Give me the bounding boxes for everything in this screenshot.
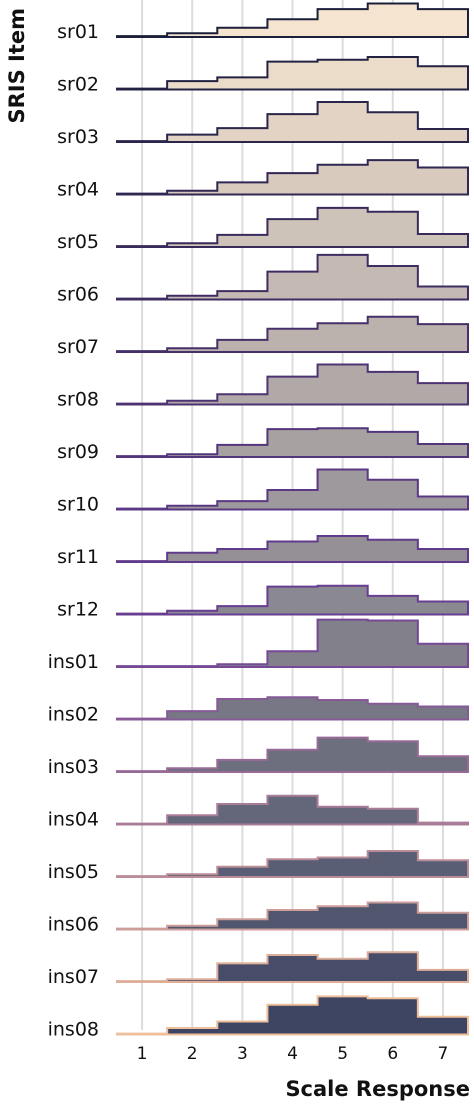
ridge-area-ins07 (116, 951, 469, 983)
ridge-area-sr07 (116, 315, 469, 353)
ridge-area-sr03 (116, 101, 469, 143)
ridge-sr08 (116, 363, 469, 406)
category-label-sr01: sr01 (57, 21, 99, 43)
category-label-ins02: ins02 (48, 704, 99, 726)
ridge-ins02 (116, 696, 469, 721)
ridge-area-ins06 (116, 901, 469, 931)
y-axis-label: SRIS Item (5, 8, 29, 124)
ridge-area-ins02 (116, 696, 469, 721)
ridge-ins06 (116, 901, 469, 931)
ridge-area-sr04 (116, 159, 469, 196)
ridge-sr04 (116, 159, 469, 196)
category-label-ins06: ins06 (48, 914, 99, 936)
ridge-ins05 (116, 850, 469, 878)
ridge-area-sr08 (116, 363, 469, 406)
ridge-sr11 (116, 535, 469, 563)
ridge-ins04 (116, 794, 469, 826)
ridges (116, 2, 469, 1036)
category-label-ins03: ins03 (48, 756, 99, 778)
category-labels: sr01 sr02 sr03 sr04 sr05 sr06 sr07 sr08 sr09 sr10… (48, 21, 99, 1041)
ridge-sr01 (116, 2, 469, 38)
x-tick-label-1: 1 (137, 1044, 148, 1064)
ridge-sr09 (116, 427, 469, 458)
ridge-area-ins03 (116, 736, 469, 773)
ridge-ins01 (116, 618, 469, 668)
x-tick-label-4: 4 (287, 1044, 298, 1064)
ridge-sr06 (116, 253, 469, 301)
category-label-ins08: ins08 (48, 1019, 99, 1041)
category-label-ins01: ins01 (48, 651, 99, 673)
ridge-area-ins01 (116, 618, 469, 668)
x-axis-label: Scale Response (285, 1077, 470, 1101)
category-label-sr07: sr07 (57, 336, 99, 358)
category-label-sr11: sr11 (57, 546, 99, 568)
ridge-area-ins04 (116, 794, 469, 826)
category-label-sr12: sr12 (57, 599, 99, 621)
ridge-ins08 (116, 995, 469, 1036)
category-label-sr02: sr02 (57, 74, 99, 96)
category-label-ins05: ins05 (48, 861, 99, 883)
ridge-area-ins05 (116, 850, 469, 878)
ridge-area-sr09 (116, 427, 469, 458)
x-tick-label-6: 6 (387, 1044, 398, 1064)
ridge-area-ins08 (116, 995, 469, 1036)
ridge-sr12 (116, 584, 469, 616)
category-label-sr06: sr06 (57, 284, 99, 306)
category-label-sr03: sr03 (57, 126, 99, 148)
x-tick-labels: 1 2 3 4 5 6 7 (137, 1044, 449, 1064)
category-label-ins04: ins04 (48, 809, 99, 831)
ridge-sr03 (116, 101, 469, 143)
ridge-area-sr01 (116, 2, 469, 38)
ridge-area-sr12 (116, 584, 469, 616)
ridge-sr02 (116, 56, 469, 91)
ridge-area-sr10 (116, 468, 469, 511)
ridge-area-sr02 (116, 56, 469, 91)
ridge-area-sr06 (116, 253, 469, 301)
category-label-sr10: sr10 (57, 494, 99, 516)
ridge-sr10 (116, 468, 469, 511)
category-label-sr05: sr05 (57, 231, 99, 253)
category-label-ins07: ins07 (48, 966, 99, 988)
x-tick-label-7: 7 (438, 1044, 449, 1064)
category-label-sr08: sr08 (57, 389, 99, 411)
ridge-area-sr05 (116, 206, 469, 248)
ridge-sr05 (116, 206, 469, 248)
x-tick-label-5: 5 (337, 1044, 348, 1064)
ridge-ins07 (116, 951, 469, 983)
x-tick-label-3: 3 (237, 1044, 248, 1064)
category-label-sr04: sr04 (57, 179, 99, 201)
ridge-sr07 (116, 315, 469, 353)
x-tick-label-2: 2 (187, 1044, 198, 1064)
ridge-area-sr11 (116, 535, 469, 563)
ridge-ins03 (116, 736, 469, 773)
category-label-sr09: sr09 (57, 441, 99, 463)
